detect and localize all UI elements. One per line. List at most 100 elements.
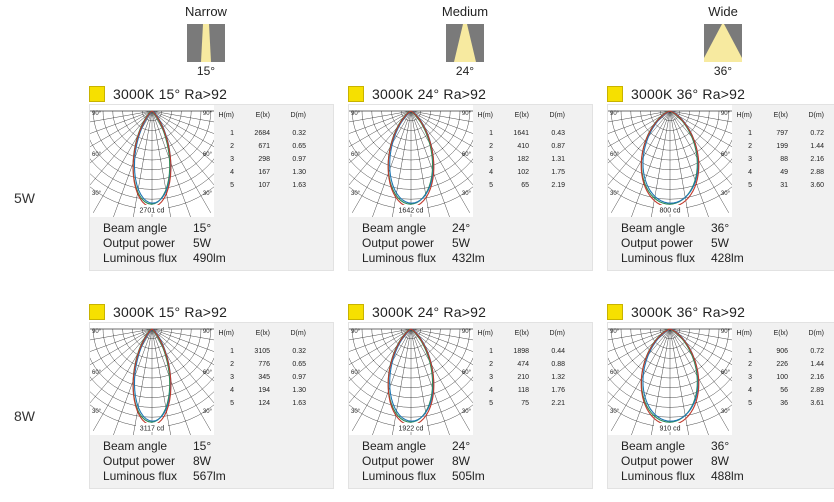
table-row: 4 49 2.88 [732, 166, 824, 179]
table-cell: 1 [230, 130, 234, 137]
grid-ray [352, 328, 412, 431]
table-row: 1 797 0.72 [732, 127, 824, 140]
grid-ray [352, 110, 412, 213]
grid-ray [410, 328, 473, 382]
degree-label: 30° [721, 191, 731, 197]
grid-ray [669, 328, 732, 341]
table-header: D(m) [549, 111, 565, 119]
specs: Beam angle 15° Output power 5W Luminous … [103, 221, 226, 266]
degree-label: 60° [351, 152, 361, 158]
color-swatch [348, 304, 364, 320]
table-cell: 0.44 [551, 348, 565, 355]
table-row: 4 102 1.75 [473, 166, 565, 179]
table-header: D(m) [808, 329, 824, 337]
grid-ray [90, 328, 153, 404]
grid-ray [372, 110, 412, 217]
panel-title-text: 3000K 24° Ra>92 [372, 86, 487, 102]
table-header: H(m) [477, 111, 493, 119]
table-header: E(lx) [773, 111, 788, 119]
panel-card: 90° 90° 60° 60° 30° 30° 3117 cd H(m) E(lx) D(m… [89, 322, 334, 489]
panel-title-text: 3000K 36° Ra>92 [631, 86, 746, 102]
table-cell: 1 [748, 130, 752, 137]
peak-label-bg [136, 205, 168, 214]
table-row: 5 124 1.63 [214, 397, 306, 410]
table-cell: 124 [258, 400, 270, 407]
grid-ray [151, 328, 214, 341]
table-cell: 5 [230, 400, 234, 407]
peak-label-bg [136, 423, 168, 432]
grid-ray [608, 328, 671, 352]
medium-beam-icon [446, 24, 484, 62]
degree-label: 30° [462, 191, 472, 197]
grid-ray [349, 328, 412, 352]
table-cell: 4 [230, 387, 234, 394]
table-cell: 2 [748, 143, 752, 150]
grid-ray [410, 328, 473, 352]
spec-label: Output power [621, 236, 694, 250]
table-cell: 199 [776, 143, 788, 150]
illuminance-table: H(m) E(lx) D(m) 1 1641 0.43 2 410 0.87 3 [473, 108, 565, 192]
spec-value: 24° [452, 221, 471, 235]
table-row: 3 298 0.97 [214, 153, 306, 166]
grid-ray [133, 110, 153, 217]
spec-value: 15° [193, 439, 212, 453]
spec-power: Output power 8W [362, 454, 485, 469]
grid-ray [669, 328, 732, 366]
table-cell: 4 [748, 169, 752, 176]
grid-ray [410, 110, 473, 148]
grid-ray [151, 110, 171, 217]
spec-label: Beam angle [362, 221, 427, 235]
grid-ray [669, 110, 689, 217]
panel-title: 3000K 24° Ra>92 [348, 304, 486, 320]
grid-ray [151, 328, 214, 352]
spec-label: Output power [621, 454, 694, 468]
panel-title-text: 3000K 15° Ra>92 [113, 304, 228, 320]
spec-label: Beam angle [621, 439, 686, 453]
table-cell: 1.63 [292, 400, 306, 407]
table-cell: 118 [517, 387, 529, 394]
grid-ray [90, 328, 153, 382]
table-cell: 2.16 [810, 374, 824, 381]
table-cell: 56 [780, 387, 788, 394]
degree-label: 60° [721, 152, 731, 158]
grid-ray [349, 110, 412, 164]
peak-label-bg [395, 205, 427, 214]
table-cell: 1641 [513, 130, 529, 137]
table-cell: 3 [489, 156, 493, 163]
illuminance-table: H(m) E(lx) D(m) 1 2684 0.32 2 671 0.65 3 [214, 108, 306, 192]
grid-ray [90, 328, 153, 352]
grid-ray [410, 328, 470, 431]
grid-ray [410, 328, 473, 366]
grid-ray [151, 328, 171, 435]
degree-label: 60° [203, 152, 213, 158]
spec-label: Beam angle [362, 439, 427, 453]
spec-label: Beam angle [103, 221, 168, 235]
peak-label-bg [395, 423, 427, 432]
specs: Beam angle 24° Output power 5W Luminous … [362, 221, 485, 266]
table-row: 1 1898 0.44 [473, 345, 565, 358]
degree-label: 30° [610, 191, 620, 197]
header-angle: 24° [455, 64, 475, 78]
table-cell: 3 [230, 374, 234, 381]
grid-ray [608, 110, 671, 134]
spec-flux: Luminous flux 432lm [362, 251, 485, 266]
table-cell: 0.32 [292, 130, 306, 137]
table-row: 2 226 1.44 [732, 358, 824, 371]
table-row: 5 107 1.63 [214, 179, 306, 192]
header-label: Medium [441, 4, 489, 19]
spec-label: Luminous flux [621, 251, 696, 265]
table-row: 1 906 0.72 [732, 345, 824, 358]
polar-intensity-diagram: 90° 90° 60° 60° 30° 30° 2701 cd [90, 105, 214, 217]
spec-value: 490lm [193, 251, 226, 265]
table-cell: 410 [517, 143, 529, 150]
table-cell: 1898 [513, 348, 529, 355]
illuminance-table: H(m) E(lx) D(m) 1 3105 0.32 2 776 0.65 3 [214, 326, 306, 410]
table-cell: 4 [489, 387, 493, 394]
grid-ray [669, 110, 732, 123]
table-cell: 2.89 [810, 387, 824, 394]
degree-label: 60° [92, 370, 102, 376]
peak-intensity-label: 1922 cd [399, 426, 424, 433]
spec-beam: Beam angle 24° [362, 221, 485, 236]
color-swatch [348, 86, 364, 102]
grid-ray [608, 110, 671, 186]
